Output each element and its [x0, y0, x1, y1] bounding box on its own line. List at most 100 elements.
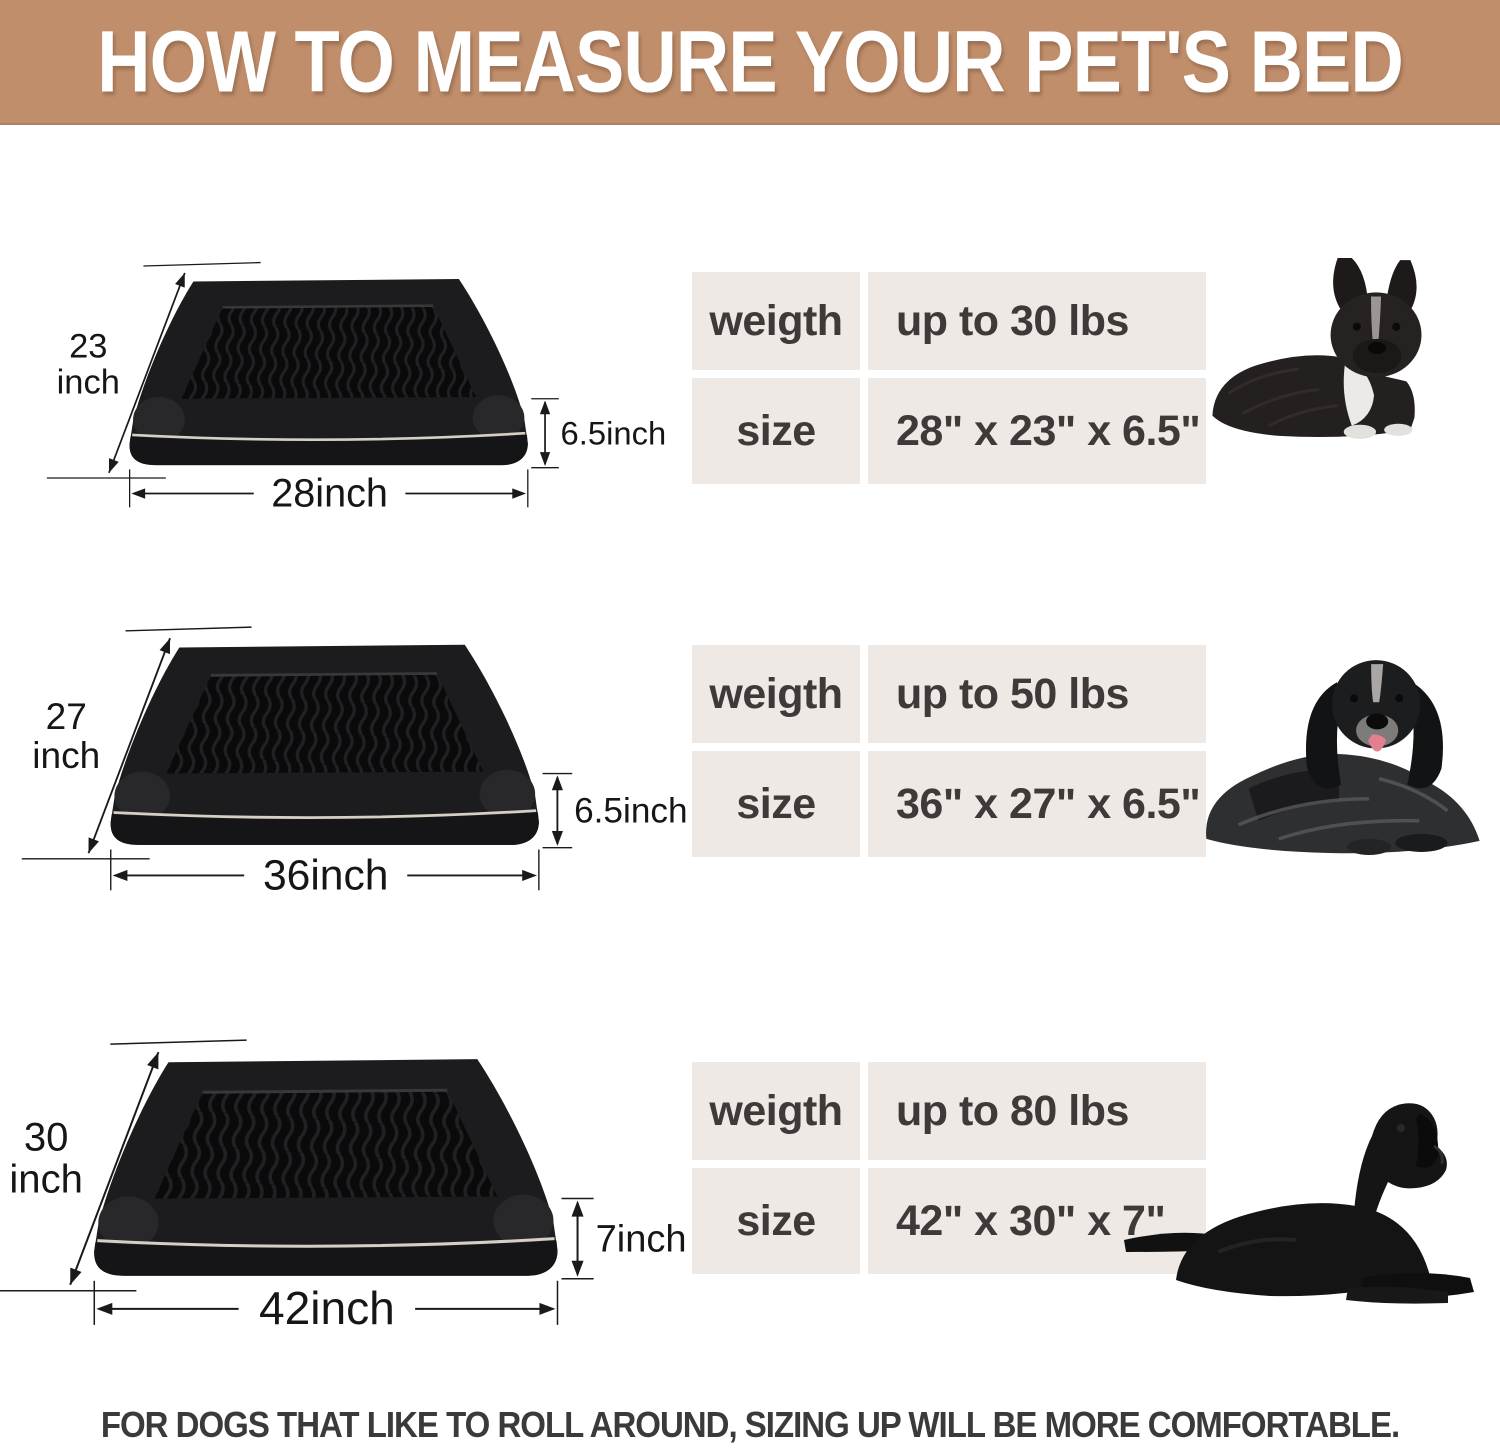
depth-label-value: 30 [24, 1115, 69, 1159]
header-banner: HOW TO MEASURE YOUR PET'S BED [0, 0, 1500, 125]
size-value: 42" x 30" x 7" [896, 1196, 1166, 1245]
page-title: HOW TO MEASURE YOUR PET'S BED [97, 12, 1404, 111]
size-label-cell: size [692, 751, 860, 857]
front-paw-2 [1384, 423, 1413, 436]
size-label: size [736, 406, 816, 455]
black-labrador-photo [1124, 1103, 1474, 1304]
bed-illustration [110, 644, 539, 845]
weight-value-cell: up to 80 lbs [868, 1062, 1206, 1160]
right-arm-bolster [479, 769, 536, 819]
eye-right [1392, 322, 1401, 331]
weight-value-cell: up to 30 lbs [868, 272, 1206, 370]
dimension-annotations [0, 1039, 594, 1325]
depth-arrowhead-bottom [108, 458, 119, 473]
bed-diagram-small: 23 inch 6.5inch 28inch [46, 261, 666, 511]
bed-illustration [129, 278, 528, 466]
french-bulldog-photo [1212, 258, 1422, 439]
hind-leg-shading [1217, 1237, 1297, 1254]
width-arrowhead-right [512, 488, 527, 499]
black-labrador-illustration [1124, 1103, 1474, 1304]
depth-arrowhead-bottom [70, 1267, 82, 1285]
face-blaze [1370, 296, 1382, 345]
bed-illustration [94, 1059, 558, 1276]
height-arrowhead-top [551, 775, 563, 791]
width-label: 28inch [271, 471, 388, 511]
weight-value: up to 30 lbs [896, 296, 1129, 345]
top-extension-line [143, 261, 261, 267]
cocker-spaniel-illustration [1206, 660, 1480, 855]
right-arm-bolster [472, 395, 525, 441]
height-arrowhead-bottom [551, 830, 563, 846]
bed-base [94, 1240, 558, 1276]
muzzle-highlight [1433, 1144, 1444, 1165]
bolster-highlight [222, 304, 434, 309]
fur-streaks [1237, 776, 1449, 841]
bed-piping [113, 809, 537, 819]
bed-plush-texture [181, 305, 477, 399]
dimension-annotations [21, 626, 573, 891]
dog-body [1176, 1203, 1430, 1297]
depth-arrowhead-top [175, 272, 185, 288]
width-arrowhead-left [96, 1302, 113, 1315]
spec-table-medium: weigth up to 50 lbs size 36" x 27" x 6.5… [692, 645, 1206, 857]
weight-value: up to 80 lbs [896, 1086, 1129, 1135]
front-paw [1395, 833, 1448, 852]
weight-label: weigth [709, 1086, 843, 1135]
top-extension-line [125, 626, 252, 632]
size-label: size [736, 1196, 816, 1245]
width-arrowhead-right [539, 1302, 556, 1315]
tongue [1368, 734, 1387, 752]
height-label: 6.5inch [574, 792, 688, 831]
depth-label-value: 23 [69, 327, 107, 365]
eye-right [1395, 694, 1404, 703]
width-arrowhead-left [131, 488, 146, 499]
bed-base [129, 434, 528, 466]
height-label: 7inch [596, 1219, 687, 1261]
dog-head [1331, 660, 1421, 749]
brindle-streaks [1227, 367, 1338, 428]
eye-left [1352, 322, 1361, 331]
size-label: size [736, 779, 816, 828]
spec-table-large: weigth up to 80 lbs size 42" x 30" x 7" [692, 1062, 1206, 1274]
white-chest [1343, 359, 1375, 426]
footer-note: FOR DOGS THAT LIKE TO ROLL AROUND, SIZIN… [100, 1404, 1400, 1445]
front-paw [1343, 424, 1377, 439]
depth-arrow [69, 1051, 160, 1286]
left-arm-bolster [98, 1196, 159, 1249]
depth-arrowhead-bottom [88, 837, 99, 854]
height-arrowhead-bottom [539, 452, 551, 466]
height-arrowhead-top [539, 400, 551, 415]
size-value-cell: 28" x 23" x 6.5" [868, 378, 1206, 484]
size-value: 28" x 23" x 6.5" [896, 406, 1201, 455]
size-value-cell: 36" x 27" x 6.5" [868, 751, 1206, 857]
depth-arrow [108, 272, 186, 474]
neck-and-head [1354, 1103, 1447, 1230]
width-label: 36inch [263, 851, 389, 894]
size-value: 36" x 27" x 6.5" [896, 779, 1201, 828]
left-arm-bolster [133, 397, 185, 442]
depth-label-unit: inch [32, 734, 100, 776]
bed-base [110, 812, 539, 845]
depth-arrowhead-top [159, 638, 171, 655]
bolster-highlight [210, 672, 437, 677]
width-label: 42inch [259, 1282, 395, 1329]
front-leg-2 [1346, 1286, 1448, 1304]
width-arrowhead-right [522, 869, 538, 882]
weight-value-cell: up to 50 lbs [868, 645, 1206, 743]
top-extension-line [110, 1039, 247, 1045]
width-arrowhead-left [112, 869, 128, 882]
weight-label-cell: weigth [692, 645, 860, 743]
size-label-cell: size [692, 1168, 860, 1274]
bed-plush-texture [154, 1090, 498, 1199]
nose [1367, 341, 1387, 355]
depth-arrowhead-top [147, 1052, 159, 1070]
weight-label: weigth [709, 669, 843, 718]
ear [1416, 1114, 1439, 1168]
height-arrowhead-bottom [571, 1260, 584, 1277]
size-value-cell: 42" x 30" x 7" [868, 1168, 1206, 1274]
bolster-highlight [202, 1088, 448, 1094]
bed-plush-texture [166, 673, 484, 774]
weight-value: up to 50 lbs [896, 669, 1129, 718]
eye-left [1350, 694, 1359, 703]
depth-label-value: 27 [46, 695, 87, 737]
